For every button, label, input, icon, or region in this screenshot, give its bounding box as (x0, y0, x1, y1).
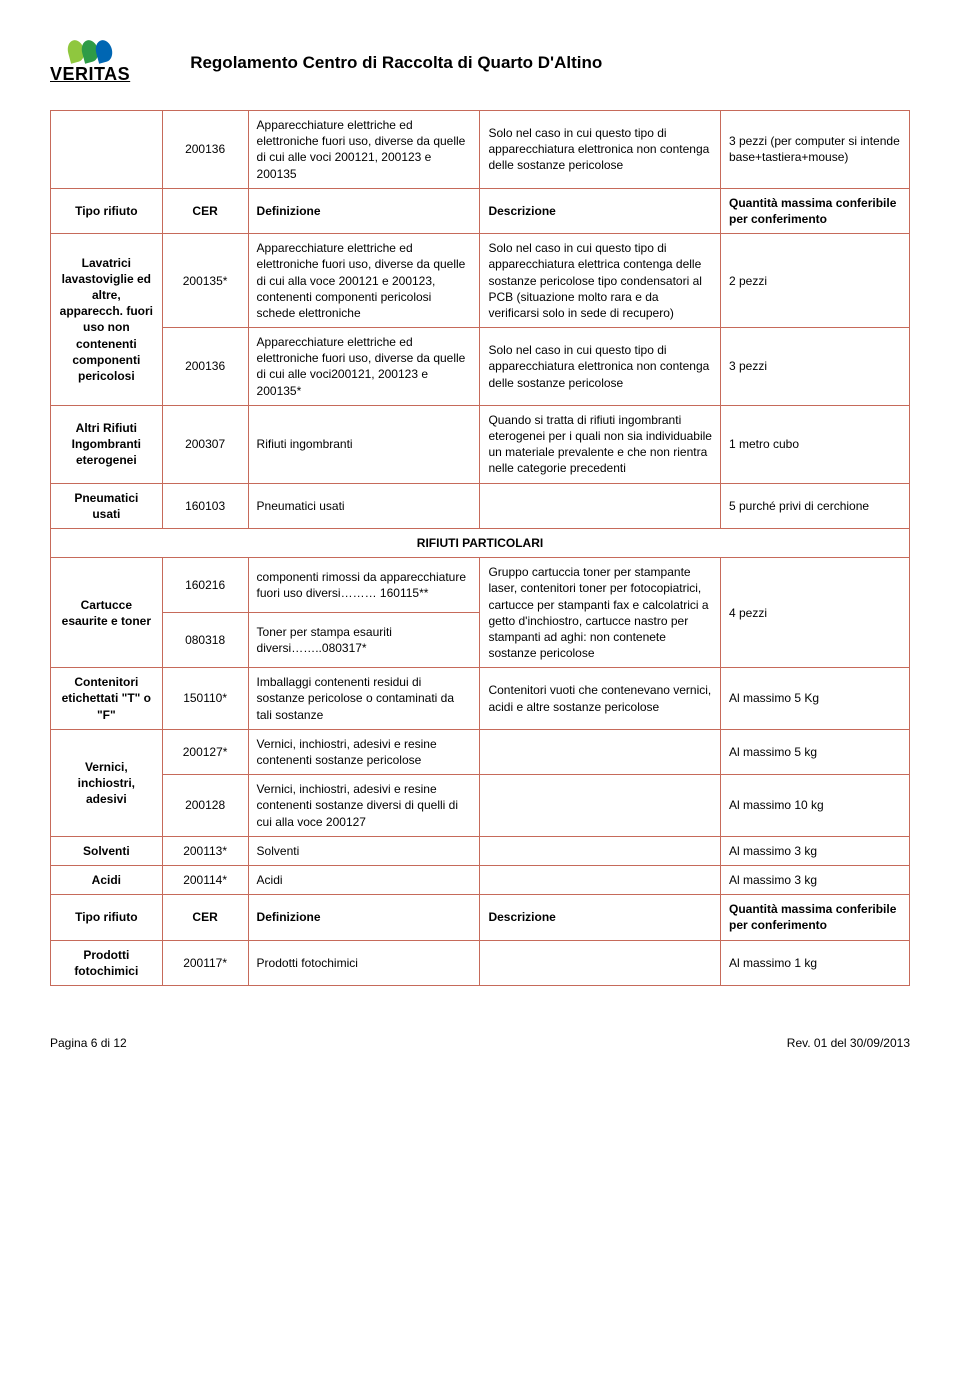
cell-desc (480, 865, 721, 894)
hdr-qty: Quantità massima conferibile per conferi… (720, 188, 909, 233)
cell-def: Vernici, inchiostri, adesivi e resine co… (248, 775, 480, 837)
cell-qty: 3 pezzi (per computer si intende base+ta… (720, 111, 909, 189)
cell-def: Solventi (248, 836, 480, 865)
cell-cer: 200127* (162, 729, 248, 774)
cell-desc: Solo nel caso in cui questo tipo di appa… (480, 234, 721, 328)
table-row: Prodotti fotochimici 200117* Prodotti fo… (51, 940, 910, 985)
cell-desc (480, 729, 721, 774)
table-row: Vernici, inchiostri, adesivi 200127* Ver… (51, 729, 910, 774)
hdr-cer: CER (162, 895, 248, 940)
table-row: 200136 Apparecchiature elettriche ed ele… (51, 111, 910, 189)
table-row: 200136 Apparecchiature elettriche ed ele… (51, 328, 910, 406)
cell-qty: 5 purché privi di cerchione (720, 483, 909, 528)
cell-def: Prodotti fotochimici (248, 940, 480, 985)
cell-def: Acidi (248, 865, 480, 894)
cell-tipo (51, 111, 163, 189)
logo-text: VERITAS (50, 64, 130, 85)
hdr-tipo: Tipo rifiuto (51, 188, 163, 233)
cell-desc (480, 775, 721, 837)
table-row: Acidi 200114* Acidi Al massimo 3 kg (51, 865, 910, 894)
cell-tipo: Prodotti fotochimici (51, 940, 163, 985)
cell-cer: 200136 (162, 111, 248, 189)
cell-tipo: Altri Rifiuti Ingombranti eterogenei (51, 405, 163, 483)
cell-def: Pneumatici usati (248, 483, 480, 528)
logo-leaves-icon (69, 40, 111, 62)
page-footer: Pagina 6 di 12 Rev. 01 del 30/09/2013 (50, 1036, 910, 1050)
table-row: Altri Rifiuti Ingombranti eterogenei 200… (51, 405, 910, 483)
table-row: Cartucce esaurite e toner 160216 compone… (51, 558, 910, 613)
revision-info: Rev. 01 del 30/09/2013 (787, 1036, 910, 1050)
hdr-def: Definizione (248, 895, 480, 940)
cell-desc: Gruppo cartuccia toner per stampante las… (480, 558, 721, 668)
table-row: Pneumatici usati 160103 Pneumatici usati… (51, 483, 910, 528)
hdr-def: Definizione (248, 188, 480, 233)
cell-desc: Contenitori vuoti che contenevano vernic… (480, 668, 721, 730)
hdr-cer: CER (162, 188, 248, 233)
waste-table: 200136 Apparecchiature elettriche ed ele… (50, 110, 910, 986)
cell-qty: Al massimo 3 kg (720, 836, 909, 865)
cell-desc: Solo nel caso in cui questo tipo di appa… (480, 111, 721, 189)
cell-def: componenti rimossi da apparecchiature fu… (248, 558, 480, 613)
cell-tipo: Acidi (51, 865, 163, 894)
table-row: Contenitori etichettati "T" o "F" 150110… (51, 668, 910, 730)
cell-tipo: Cartucce esaurite e toner (51, 558, 163, 668)
page-header: VERITAS Regolamento Centro di Raccolta d… (50, 40, 910, 85)
cell-tipo: Lavatrici lavastoviglie ed altre, appare… (51, 234, 163, 406)
cell-tipo: Solventi (51, 836, 163, 865)
cell-cer: 150110* (162, 668, 248, 730)
cell-cer: 200117* (162, 940, 248, 985)
cell-def: Vernici, inchiostri, adesivi e resine co… (248, 729, 480, 774)
cell-qty: Al massimo 5 Kg (720, 668, 909, 730)
cell-desc (480, 940, 721, 985)
cell-cer: 160216 (162, 558, 248, 613)
table-header-row: Tipo rifiuto CER Definizione Descrizione… (51, 188, 910, 233)
cell-tipo: Pneumatici usati (51, 483, 163, 528)
veritas-logo: VERITAS (50, 40, 130, 85)
cell-cer: 200135* (162, 234, 248, 328)
cell-def: Rifiuti ingombranti (248, 405, 480, 483)
cell-def: Apparecchiature elettriche ed elettronic… (248, 328, 480, 406)
cell-cer: 200307 (162, 405, 248, 483)
cell-cer: 200128 (162, 775, 248, 837)
cell-desc: Solo nel caso in cui questo tipo di appa… (480, 328, 721, 406)
cell-qty: Al massimo 5 kg (720, 729, 909, 774)
section-title: RIFIUTI PARTICOLARI (51, 528, 910, 557)
cell-cer: 200136 (162, 328, 248, 406)
table-header-row: Tipo rifiuto CER Definizione Descrizione… (51, 895, 910, 940)
table-row: Solventi 200113* Solventi Al massimo 3 k… (51, 836, 910, 865)
cell-desc: Quando si tratta di rifiuti ingombranti … (480, 405, 721, 483)
table-row: Lavatrici lavastoviglie ed altre, appare… (51, 234, 910, 328)
cell-cer: 160103 (162, 483, 248, 528)
cell-desc (480, 836, 721, 865)
hdr-tipo: Tipo rifiuto (51, 895, 163, 940)
cell-tipo: Vernici, inchiostri, adesivi (51, 729, 163, 836)
cell-qty: 3 pezzi (720, 328, 909, 406)
page-title: Regolamento Centro di Raccolta di Quarto… (190, 53, 910, 73)
cell-qty: Al massimo 10 kg (720, 775, 909, 837)
cell-qty: 2 pezzi (720, 234, 909, 328)
cell-def: Imballaggi contenenti residui di sostanz… (248, 668, 480, 730)
section-header-row: RIFIUTI PARTICOLARI (51, 528, 910, 557)
hdr-desc: Descrizione (480, 188, 721, 233)
cell-def: Apparecchiature elettriche ed elettronic… (248, 111, 480, 189)
cell-cer: 080318 (162, 613, 248, 668)
cell-qty: 4 pezzi (720, 558, 909, 668)
page-number: Pagina 6 di 12 (50, 1036, 127, 1050)
cell-cer: 200114* (162, 865, 248, 894)
table-row: 200128 Vernici, inchiostri, adesivi e re… (51, 775, 910, 837)
cell-desc (480, 483, 721, 528)
cell-cer: 200113* (162, 836, 248, 865)
cell-def: Apparecchiature elettriche ed elettronic… (248, 234, 480, 328)
cell-tipo: Contenitori etichettati "T" o "F" (51, 668, 163, 730)
cell-def: Toner per stampa esauriti diversi……..080… (248, 613, 480, 668)
cell-qty: Al massimo 1 kg (720, 940, 909, 985)
hdr-desc: Descrizione (480, 895, 721, 940)
cell-qty: Al massimo 3 kg (720, 865, 909, 894)
cell-qty: 1 metro cubo (720, 405, 909, 483)
hdr-qty: Quantità massima conferibile per conferi… (720, 895, 909, 940)
